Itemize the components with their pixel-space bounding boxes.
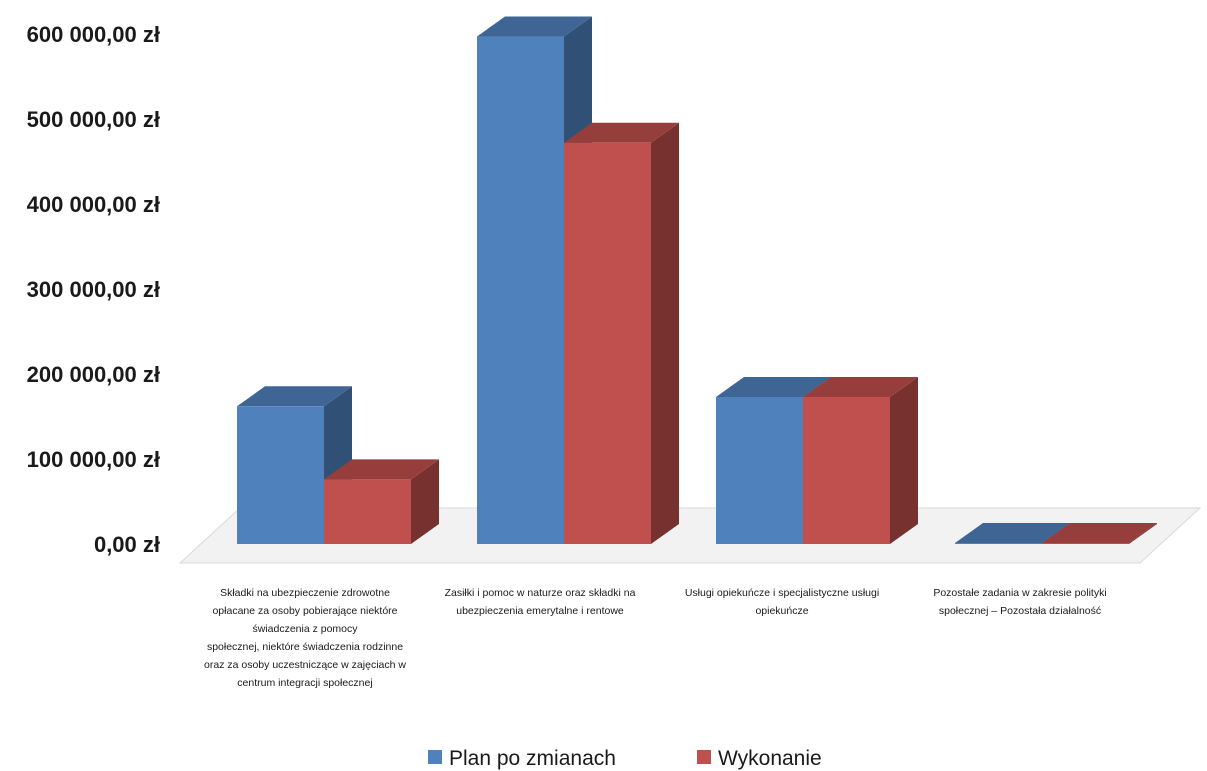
bar-top [477,16,592,37]
category-label-line: Usługi opiekuńcze i specjalistyczne usłu… [685,587,879,599]
bar-wykonanie-4 [1042,523,1157,544]
bar-side [411,459,439,544]
bar-side [651,122,679,545]
category-label-line: Składki na ubezpieczenie zdrowotne [220,587,390,599]
bar-top [324,459,439,480]
bar-wykonanie-1 [324,459,439,544]
bar-top [1042,523,1157,543]
category-label-line: opłacane za osoby pobierające niektóre [212,605,397,617]
legend-swatch [697,750,711,764]
category-label-line: Zasiłki i pomoc w naturze oraz składki n… [445,587,636,599]
category-label: Zasiłki i pomoc w naturze oraz składki n… [445,587,636,617]
category-label-line: świadczenia z pomocy [252,623,358,635]
category-label-line: społecznej – Pozostała działalność [939,605,1101,617]
y-tick-label: 100 000,00 zł [27,447,160,472]
category-label-line: centrum integracji społecznej [237,677,372,689]
category-label-line: oraz za osoby uczestniczące w zajęciach … [204,659,406,671]
y-tick-label: 400 000,00 zł [27,192,160,217]
bar-top [803,376,918,397]
category-label-line: opiekuńcze [755,605,808,617]
bar-front [1042,543,1129,544]
legend-label: Plan po zmianach [449,747,616,770]
y-tick-label: 500 000,00 zł [27,107,160,132]
y-tick-label: 300 000,00 zł [27,277,160,302]
bar-wykonanie-3 [803,376,918,544]
bar-side [890,376,918,544]
y-axis-ticks: 0,00 zł 100 000,00 zł 200 000,00 zł 300 000… [27,22,160,557]
bar-front [803,396,890,544]
legend: Plan po zmianach Wykonanie [428,747,822,770]
bar-front [955,543,1042,544]
bars [237,16,1157,545]
bar-front [564,142,651,545]
bar-top [237,386,352,407]
bar-front [324,479,411,544]
bar-top [564,122,679,143]
bar-front [477,36,564,545]
category-label-line: społecznej, niektóre świadczenia rodzinn… [207,641,403,653]
legend-item: Plan po zmianach [428,747,616,770]
y-tick-label: 0,00 zł [94,532,160,557]
category-label-line: Pozostałe zadania w zakresie polityki [933,587,1106,599]
category-label-line: ubezpieczenia emerytalne i rentowe [456,605,624,617]
y-tick-label: 200 000,00 zł [27,362,160,387]
bar-front [716,396,803,544]
legend-label: Wykonanie [718,747,822,770]
bar-front [237,406,324,544]
bar-top [716,376,831,397]
legend-item: Wykonanie [697,747,822,770]
category-label: Usługi opiekuńcze i specjalistyczne usłu… [685,587,879,617]
y-tick-label: 600 000,00 zł [27,22,160,47]
category-label: Pozostałe zadania w zakresie polityki spo… [933,587,1106,617]
legend-swatch [428,750,442,764]
category-labels: Składki na ubezpieczenie zdrowotne opłaca… [204,587,1107,689]
category-label: Składki na ubezpieczenie zdrowotne opłaca… [204,587,406,689]
bar-wykonanie-2 [564,122,679,545]
bar-side [1129,523,1157,544]
bar-top [955,523,1070,543]
